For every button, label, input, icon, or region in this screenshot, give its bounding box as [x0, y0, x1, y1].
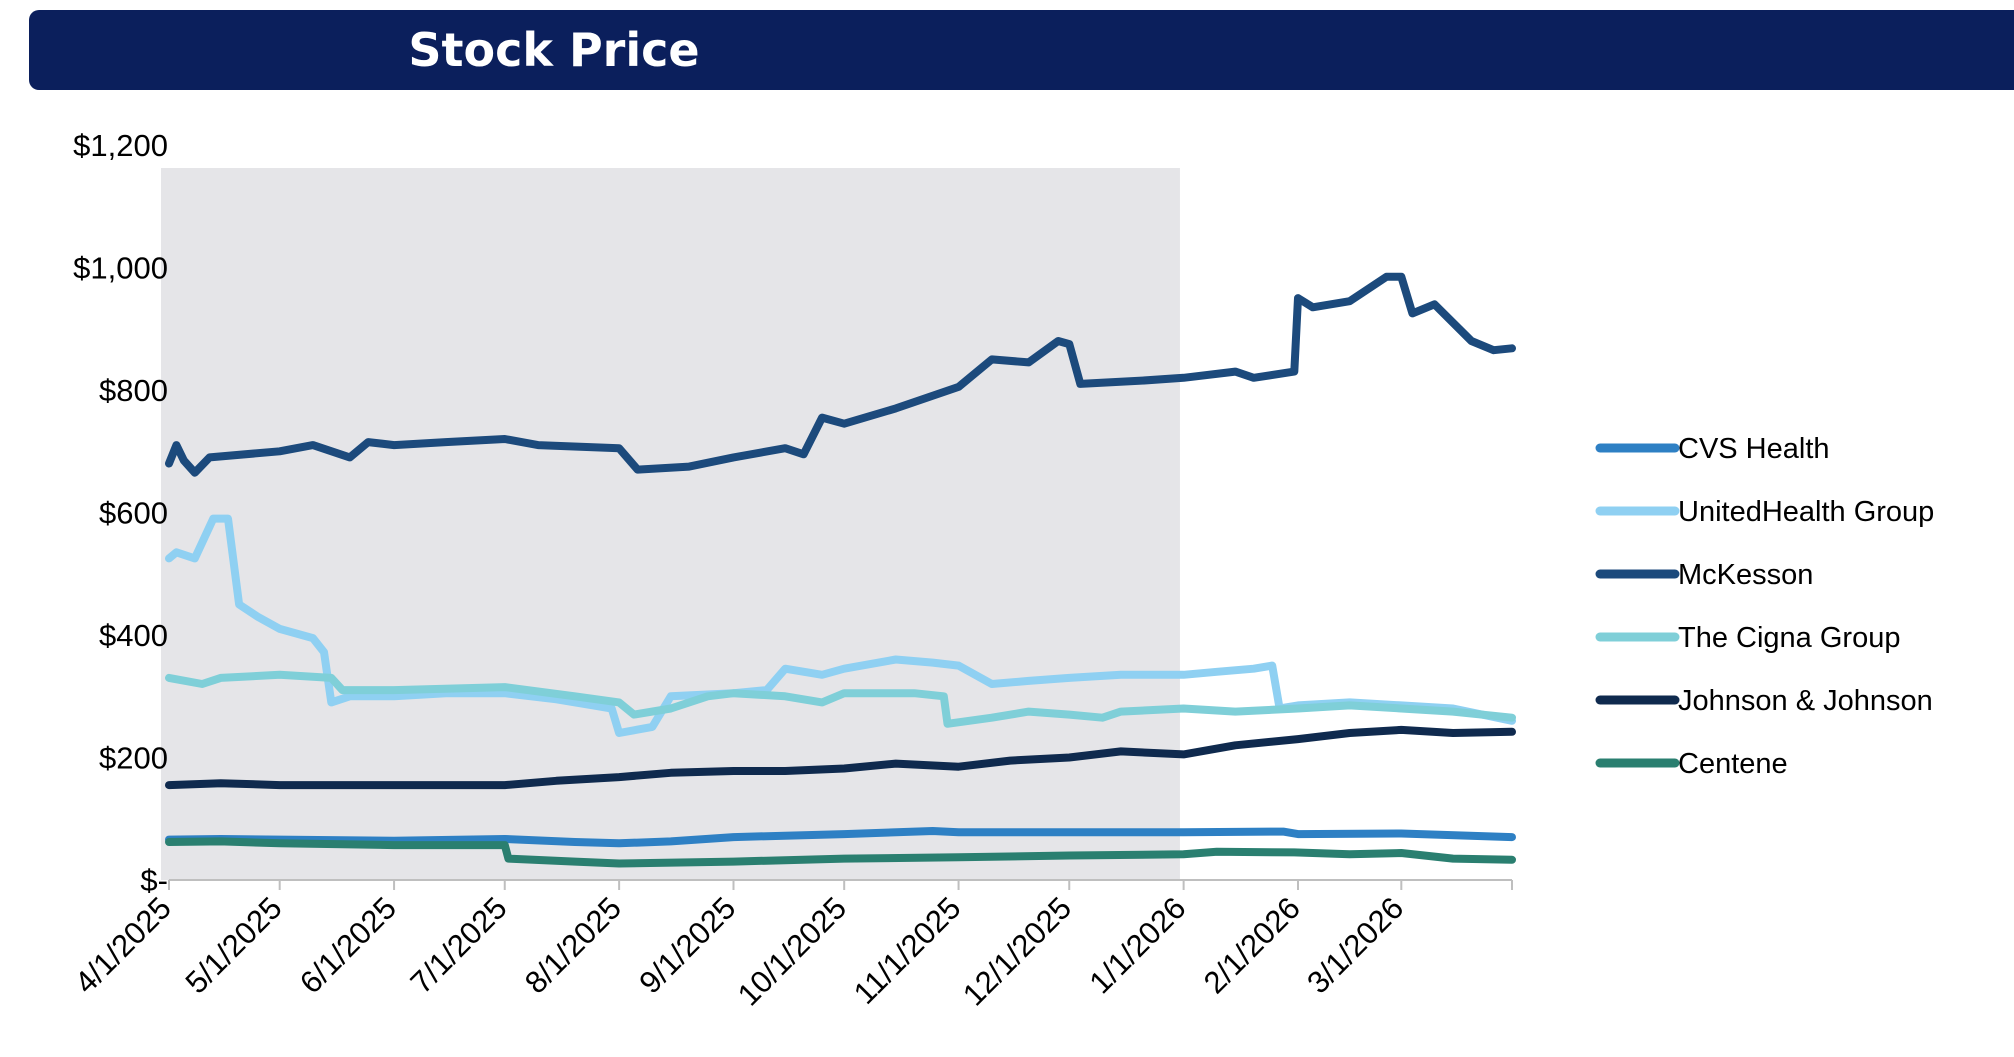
y-tick-label: $800 [99, 373, 168, 408]
series-line-centene [165, 837, 1516, 868]
x-tick-label: 7/1/2025 [404, 890, 514, 1000]
y-tick-label: $600 [99, 496, 168, 531]
legend-label: CVS Health [1678, 433, 1830, 465]
series-line-cvs-health [165, 827, 1516, 848]
y-tick-label: $- [140, 863, 168, 898]
x-tick-label: 11/1/2025 [847, 890, 968, 1011]
legend: CVS Health UnitedHealth Group McKesson The … [1595, 433, 1934, 780]
chart-title-bar: Stock Price [29, 10, 2014, 90]
x-tick-label: 10/1/2025 [731, 890, 853, 1012]
x-tick-label: 5/1/2025 [179, 890, 289, 1000]
x-tick-label: 8/1/2025 [518, 890, 628, 1000]
x-tick-label: 3/1/2026 [1300, 890, 1410, 1000]
x-tick-label: 1/1/2026 [1083, 890, 1193, 1000]
series-line-the-cigna-group [165, 670, 1516, 728]
x-tick-label: 9/1/2025 [632, 890, 742, 1000]
series-lines [165, 272, 1516, 868]
y-tick-label: $1,200 [73, 128, 168, 163]
x-tick-label: 12/1/2025 [956, 890, 1078, 1012]
y-tick-label: $400 [99, 618, 168, 653]
legend-label: Johnson & Johnson [1678, 685, 1933, 717]
series-line-johnson-johnson [165, 725, 1516, 790]
y-tick-label: $200 [99, 741, 168, 776]
x-tick-label: 6/1/2025 [293, 890, 403, 1000]
y-tick-label: $1,000 [73, 251, 168, 286]
chart-title: Stock Price [408, 23, 700, 77]
x-tick-label: 4/1/2025 [68, 890, 178, 1000]
series-line-mckesson [165, 272, 1516, 477]
x-axis: 4/1/2025 5/1/2025 6/1/2025 7/1/2025 8/1/2025… [68, 879, 1513, 1012]
legend-label: McKesson [1678, 559, 1813, 591]
x-tick-label: 2/1/2026 [1197, 890, 1307, 1000]
legend-label: Centene [1678, 748, 1788, 780]
legend-label: UnitedHealth Group [1678, 496, 1934, 528]
legend-label: The Cigna Group [1678, 622, 1900, 654]
y-axis: $- $200 $400 $600 $800 $1,000 $1,200 [73, 128, 168, 898]
